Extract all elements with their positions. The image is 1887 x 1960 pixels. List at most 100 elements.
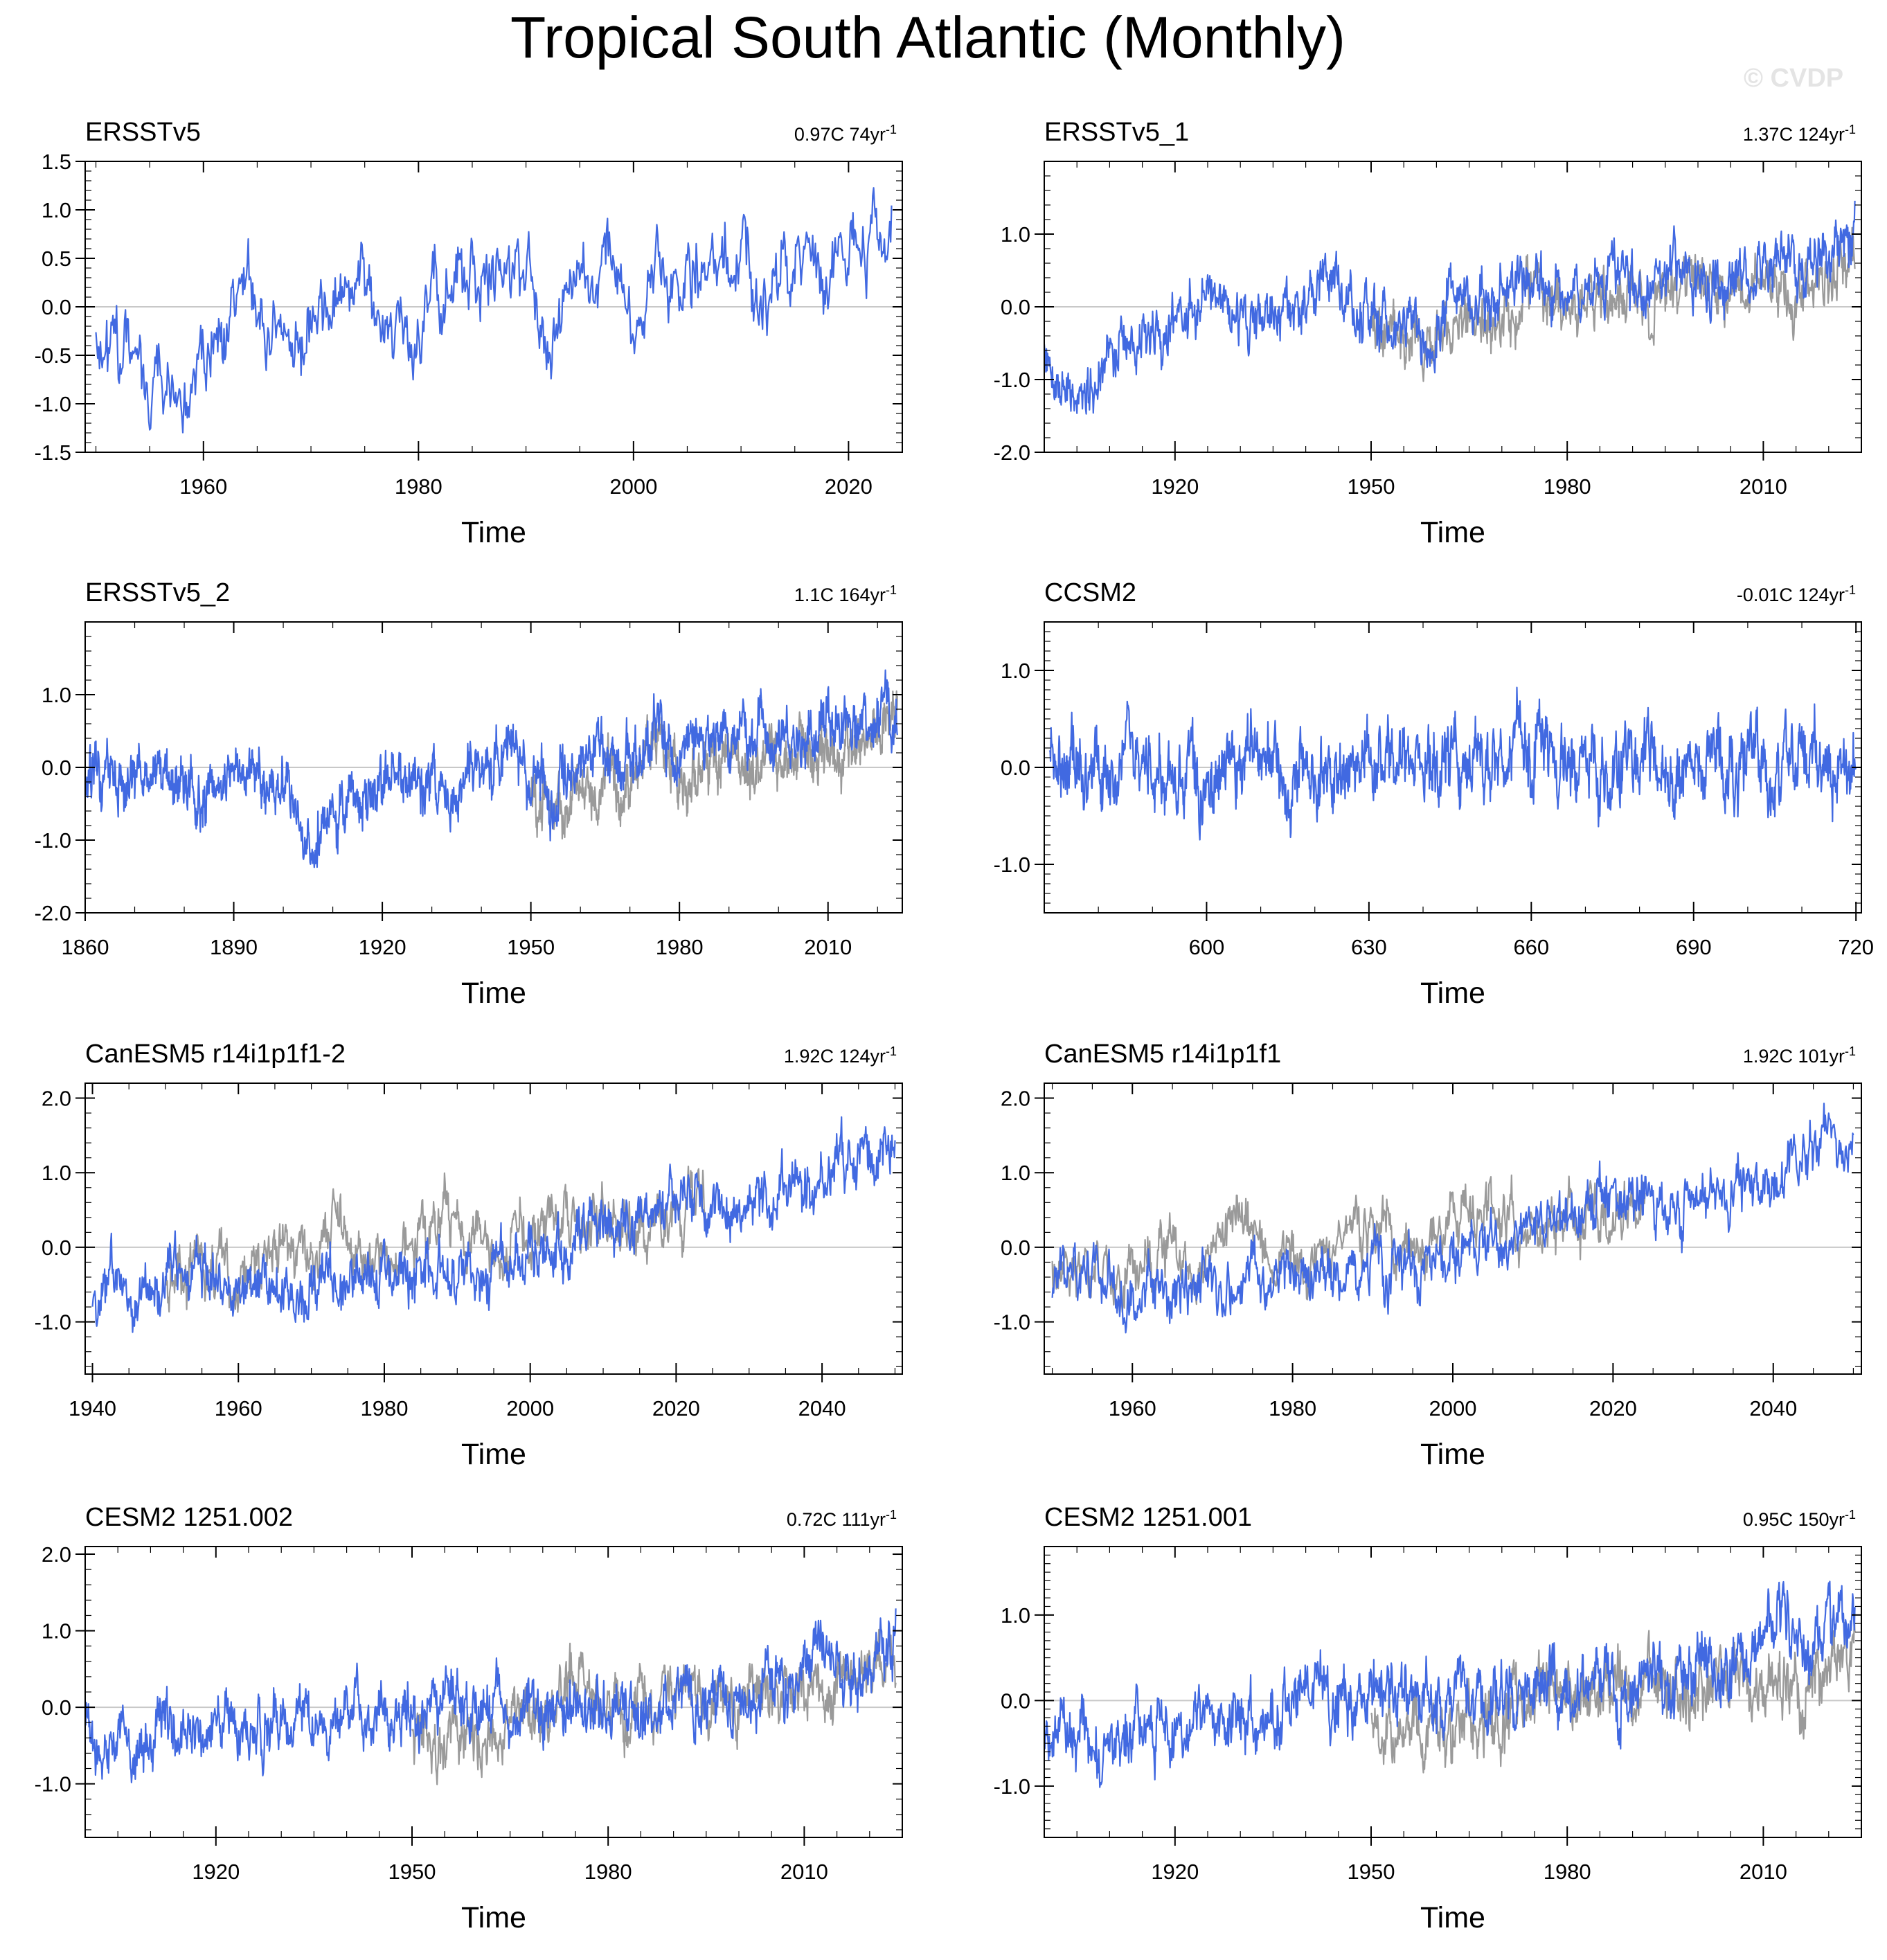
plot-frame	[84, 1546, 903, 1838]
watermark: © CVDP	[1744, 64, 1844, 93]
y-tick-label: 2.0	[42, 1542, 71, 1567]
x-tick-label: 2000	[506, 1396, 554, 1420]
trend-label: 1.37C 124yr-1	[1743, 123, 1856, 145]
x-tick-label: 1940	[69, 1396, 116, 1420]
x-tick-label: 2010	[804, 935, 852, 959]
y-tick-label: -0.5	[35, 344, 71, 368]
x-tick-label: 2020	[1589, 1396, 1637, 1420]
series-line-canesm5-r14i1p1f1	[1051, 1103, 1854, 1334]
x-tick-label: 2020	[825, 474, 873, 499]
panel-title: CanESM5 r14i1p1f1-2	[85, 1040, 346, 1069]
x-tick-label: 1920	[192, 1860, 240, 1884]
panel-title: CCSM2	[1044, 578, 1136, 607]
x-tick-label: 2010	[780, 1860, 828, 1884]
y-tick-label: -2.0	[994, 440, 1030, 465]
trend-label: 1.92C 124yr-1	[784, 1044, 897, 1067]
x-tick-label: 1960	[179, 474, 227, 499]
x-tick-label: 600	[1189, 935, 1225, 959]
x-tick-label: 2040	[798, 1396, 846, 1420]
y-tick-label: 0.0	[42, 756, 71, 780]
y-tick-label: -1.0	[994, 853, 1030, 877]
y-tick-label: 1.0	[42, 198, 71, 222]
trend-label: -0.01C 124yr-1	[1737, 583, 1856, 605]
y-tick-label: -1.0	[35, 1772, 71, 1797]
trend-label: 0.72C 111yr-1	[787, 1508, 897, 1530]
x-tick-label: 1920	[1151, 1860, 1199, 1884]
series-line-comparison	[164, 1165, 706, 1313]
y-tick-label: 1.0	[1001, 1161, 1030, 1185]
y-tick-label: 1.0	[42, 683, 71, 707]
series-line-cesm2-1251-001	[1044, 1580, 1856, 1788]
chart-panel-6: CanESM5 r14i1p1f1 1.92C 101yr-1 -1.0 0.0 1.0…	[994, 1040, 1862, 1471]
x-tick-label: 2010	[1740, 1860, 1787, 1884]
trend-label: 0.97C 74yr-1	[794, 123, 897, 145]
chart-panel-2: ERSSTv5_1 1.37C 124yr-1 -2.0 -1.0 0.0 1.0 1920…	[994, 118, 1862, 549]
x-tick-label: 1980	[360, 1396, 408, 1420]
x-tick-label: 2020	[652, 1396, 700, 1420]
y-tick-label: 0.0	[42, 1695, 71, 1720]
chart-panel-1: ERSSTv5 0.97C 74yr-1 -1.5 -1.0 -0.5 0.0 0.5 1.0…	[35, 118, 903, 549]
x-tick-label: 690	[1676, 935, 1712, 959]
y-tick-label: 0.0	[1001, 756, 1030, 780]
x-axis-label: Time	[1420, 1901, 1485, 1934]
series-line-comparison	[530, 690, 898, 840]
x-tick-label: 1980	[1269, 1396, 1316, 1420]
y-tick-label: 1.0	[1001, 659, 1030, 683]
chart-panel-7: CESM2 1251.002 0.72C 111yr-1 -1.0 0.0 1.0 2.0…	[35, 1503, 903, 1934]
x-tick-label: 2040	[1749, 1396, 1797, 1420]
x-tick-label: 1980	[656, 935, 704, 959]
chart-panel-5: CanESM5 r14i1p1f1-2 1.92C 124yr-1 -1.0 0.0 1…	[35, 1040, 903, 1471]
panel-title: ERSSTv5_2	[85, 578, 230, 607]
series-line-ccsm2	[1048, 686, 1857, 841]
y-tick-label: -1.0	[35, 1310, 71, 1335]
x-axis-label: Time	[1420, 977, 1485, 1010]
x-tick-label: 1950	[1348, 1860, 1395, 1884]
x-axis-label: Time	[1420, 516, 1485, 549]
x-tick-label: 1890	[210, 935, 258, 959]
series-line-ersstv5-2	[85, 669, 898, 868]
x-tick-label: 1960	[1109, 1396, 1156, 1420]
y-tick-label: -1.0	[35, 392, 71, 416]
panel-title: CESM2 1251.002	[85, 1503, 293, 1532]
y-tick-label: 2.0	[42, 1087, 71, 1111]
chart-panel-3: ERSSTv5_2 1.1C 164yr-1 -2.0 -1.0 0.0 1.0 1860 1…	[35, 578, 903, 1010]
series-line-canesm5-r14i1p1f1-2	[91, 1116, 896, 1333]
x-tick-label: 660	[1513, 935, 1549, 959]
series-line-cesm2-1251-002	[85, 1608, 897, 1783]
series-line-comparison	[411, 1628, 897, 1785]
chart-panel-8: CESM2 1251.001 0.95C 150yr-1 -1.0 0.0 1.0 192…	[994, 1503, 1862, 1934]
x-tick-label: 1860	[62, 935, 109, 959]
panel-title: CESM2 1251.001	[1044, 1503, 1252, 1532]
x-tick-label: 1960	[215, 1396, 262, 1420]
y-tick-label: 0.0	[42, 1236, 71, 1260]
x-tick-label: 1980	[584, 1860, 632, 1884]
series-line-ersstv5-1	[1044, 200, 1856, 415]
y-tick-label: 0.5	[42, 247, 71, 271]
trend-label: 1.92C 101yr-1	[1743, 1044, 1856, 1067]
y-tick-label: 0.0	[1001, 1689, 1030, 1713]
y-tick-label: 1.0	[1001, 1603, 1030, 1628]
y-tick-label: 2.0	[1001, 1087, 1030, 1111]
y-tick-label: -1.5	[35, 440, 71, 465]
x-axis-label: Time	[461, 1901, 526, 1934]
x-tick-label: 2010	[1740, 474, 1787, 499]
x-tick-label: 1950	[1348, 474, 1395, 499]
trend-label: 1.1C 164yr-1	[794, 583, 897, 605]
y-tick-label: 0.0	[1001, 1236, 1030, 1260]
x-tick-label: 2000	[609, 474, 657, 499]
series-line-ersstv5	[95, 187, 893, 434]
y-tick-label: 0.0	[42, 295, 71, 319]
x-tick-label: 1920	[1151, 474, 1199, 499]
y-tick-label: -2.0	[35, 901, 71, 925]
x-axis-label: Time	[1420, 1438, 1485, 1471]
panel-title: CanESM5 r14i1p1f1	[1044, 1040, 1281, 1069]
y-tick-label: 1.0	[1001, 222, 1030, 247]
x-tick-label: 1980	[1544, 1860, 1591, 1884]
x-tick-label: 720	[1838, 935, 1874, 959]
x-tick-label: 2000	[1429, 1396, 1477, 1420]
plot-frame	[1044, 1083, 1862, 1375]
y-tick-label: -1.0	[994, 1774, 1030, 1799]
series-line-comparison	[1051, 1174, 1646, 1314]
series-line-comparison	[1370, 226, 1856, 382]
plot-frame	[84, 1083, 903, 1375]
